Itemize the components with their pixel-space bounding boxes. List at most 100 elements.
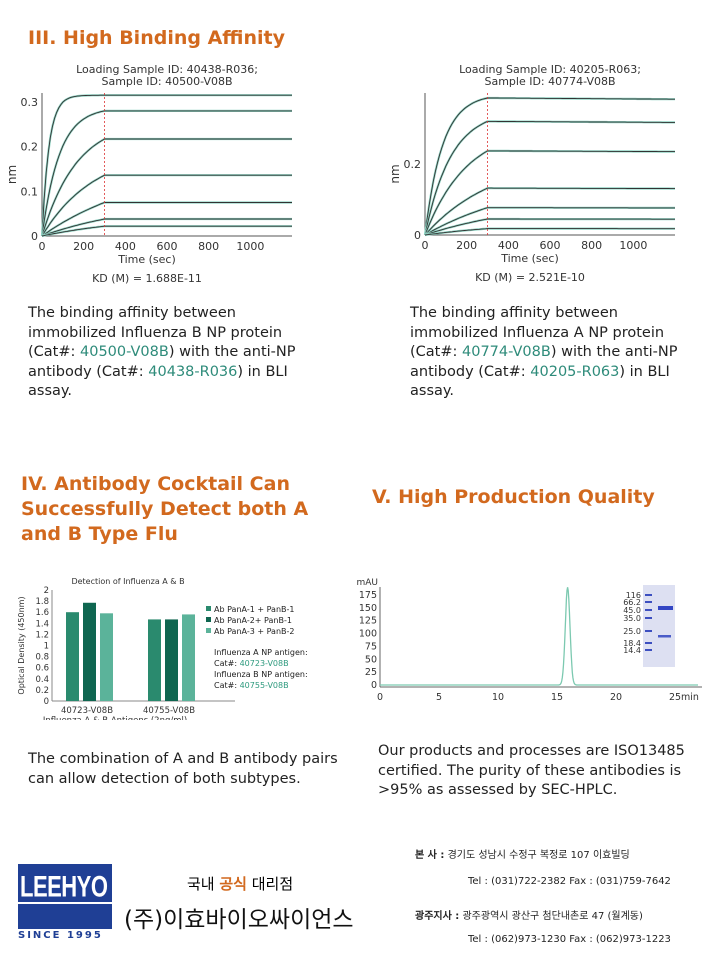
legend-swatch xyxy=(206,628,211,633)
bar xyxy=(100,613,113,701)
sensor-curve xyxy=(41,110,292,237)
y-tick-label: 0 xyxy=(31,230,38,243)
catalog-link[interactable]: 40438-R036 xyxy=(148,363,238,380)
gel-marker-label: 45.0 xyxy=(623,606,641,615)
fit-curve xyxy=(40,94,292,237)
fit-curve xyxy=(424,227,675,237)
y-tick-label: 0.3 xyxy=(21,96,39,109)
caption-text: The binding affinity between immobilized… xyxy=(410,305,665,360)
y-axis-label: mAU xyxy=(356,578,378,588)
x-tick-label: 1000 xyxy=(236,240,264,253)
bar xyxy=(148,619,161,701)
y-tick-label: 1 xyxy=(44,642,49,652)
fit-curve xyxy=(40,109,292,237)
gel-ladder-band xyxy=(645,630,652,632)
y-tick-label: 0.8 xyxy=(35,653,49,663)
section5-caption: Our products and processes are ISO13485 … xyxy=(378,743,685,798)
y-tick-label: 125 xyxy=(359,616,377,627)
x-tick-label: 15 xyxy=(551,692,563,700)
fit-curve xyxy=(40,137,292,237)
sensor-curve xyxy=(41,202,292,237)
y-tick-label: 75 xyxy=(365,641,377,652)
leehyo-logo: LEEHYO xyxy=(18,864,112,929)
y-tick-label: 50 xyxy=(365,654,377,665)
caption-text: ) with the anti-NP antibody (Cat#: xyxy=(410,344,678,380)
sensor-curve xyxy=(41,225,292,237)
y-tick-label: 1.2 xyxy=(35,630,49,640)
y-tick-label: 0 xyxy=(371,680,377,691)
sds-page-gel xyxy=(643,585,675,667)
tag-highlight: 공식 xyxy=(219,875,247,893)
y-tick-label: 100 xyxy=(359,629,377,640)
caption-text: ) in BLI assay. xyxy=(410,363,670,400)
gel-heavy-chain-band xyxy=(658,606,673,610)
sensor-curve xyxy=(424,187,675,236)
y-axis-label: Optical Density (450nm) xyxy=(17,596,26,694)
antigen-note-label: Influenza A NP antigen: xyxy=(214,648,308,657)
y-tick-label: 0.6 xyxy=(35,664,49,674)
fit-curve xyxy=(41,217,292,238)
y-tick-label: 2 xyxy=(44,586,49,596)
logo-text: LEEHYO xyxy=(20,869,108,904)
x-tick-label: 400 xyxy=(498,239,519,252)
y-axis-label: nm xyxy=(5,165,19,184)
antigen-note-cat: Cat#: 40755-V08B xyxy=(214,681,289,690)
x-axis-label: Time (sec) xyxy=(500,252,559,265)
sensor-curve xyxy=(424,150,675,236)
catalog-link[interactable]: 40500-V08B xyxy=(80,344,169,360)
gel-marker-label: 14.4 xyxy=(623,646,641,655)
hq-label: 본 사 : xyxy=(415,850,445,861)
bli-chart-right: Loading Sample ID: 40205-R063;Sample ID:… xyxy=(388,63,675,284)
legend-swatch xyxy=(206,617,211,622)
bar xyxy=(83,602,96,701)
legend-label: Ab PanA-3 + PanB-2 xyxy=(214,627,295,636)
company-name: (주)이효바이오싸이언스 xyxy=(124,907,354,933)
branch-address: 광주지사 : 광주광역시 광산구 첨단내촌로 47 (월계동) xyxy=(415,907,643,922)
gel-ladder-band xyxy=(645,601,652,603)
x-axis-label: Time (sec) xyxy=(117,253,176,266)
fit-curve xyxy=(41,225,292,238)
bar-chart: Detection of Influenza A & B 00.20.40.60.… xyxy=(17,577,308,720)
tag-text: 국내 xyxy=(187,875,220,893)
chromatogram-trace xyxy=(380,587,698,686)
x-tick-label: 600 xyxy=(157,240,178,253)
gel-light-chain-band xyxy=(658,635,671,638)
x-tick-label: 800 xyxy=(581,239,602,252)
x-tick-label: 400 xyxy=(115,240,136,253)
kd-annotation: KD (M) = 1.688E-11 xyxy=(92,272,202,285)
fit-curve xyxy=(423,120,675,236)
section4-title: IV. Antibody Cocktail Can Successfully D… xyxy=(21,473,309,545)
caption-text: The binding affinity between immobilized… xyxy=(28,305,283,360)
fit-curve xyxy=(423,96,675,236)
y-tick-label: 0 xyxy=(44,697,49,707)
y-tick-label: 1.6 xyxy=(35,608,49,618)
y-tick-label: 1.8 xyxy=(35,597,49,607)
sensor-curve xyxy=(424,218,675,236)
gel-marker-label: 18.4 xyxy=(623,639,641,648)
catalog-link[interactable]: 40774-V08B xyxy=(462,344,551,360)
x-axis-label: min xyxy=(681,692,699,700)
sensor-curve xyxy=(424,120,675,236)
x-tick-label: 40723-V08B xyxy=(61,706,113,716)
tag-text: 대리점 xyxy=(246,875,294,893)
sensor-curve xyxy=(41,138,292,237)
chart-title: Sample ID: 40774-V08B xyxy=(484,75,615,88)
y-tick-label: 25 xyxy=(365,667,377,678)
since-label: SINCE 1995 xyxy=(18,930,103,941)
bar xyxy=(182,614,195,701)
y-tick-label: 1.4 xyxy=(35,619,49,629)
x-tick-label: 800 xyxy=(198,240,219,253)
sensor-curve xyxy=(41,94,292,237)
catalog-link[interactable]: 40205-R063 xyxy=(530,363,620,380)
x-tick-label: 25 xyxy=(669,692,681,700)
x-tick-label: 200 xyxy=(456,239,477,252)
kd-annotation: KD (M) = 2.521E-10 xyxy=(475,271,585,284)
branch-addr-text: 광주광역시 광산구 첨단내촌로 47 (월계동) xyxy=(462,911,643,922)
x-tick-label: 0 xyxy=(39,240,46,253)
y-tick-label: 0 xyxy=(414,229,421,242)
hq-phone: Tel : (031)722-2382 Fax : (031)759-7642 xyxy=(468,876,671,887)
chart-title: Loading Sample ID: 40438-R036; xyxy=(76,63,258,76)
y-tick-label: 0.2 xyxy=(35,686,49,696)
chart-title: Loading Sample ID: 40205-R063; xyxy=(459,63,641,76)
